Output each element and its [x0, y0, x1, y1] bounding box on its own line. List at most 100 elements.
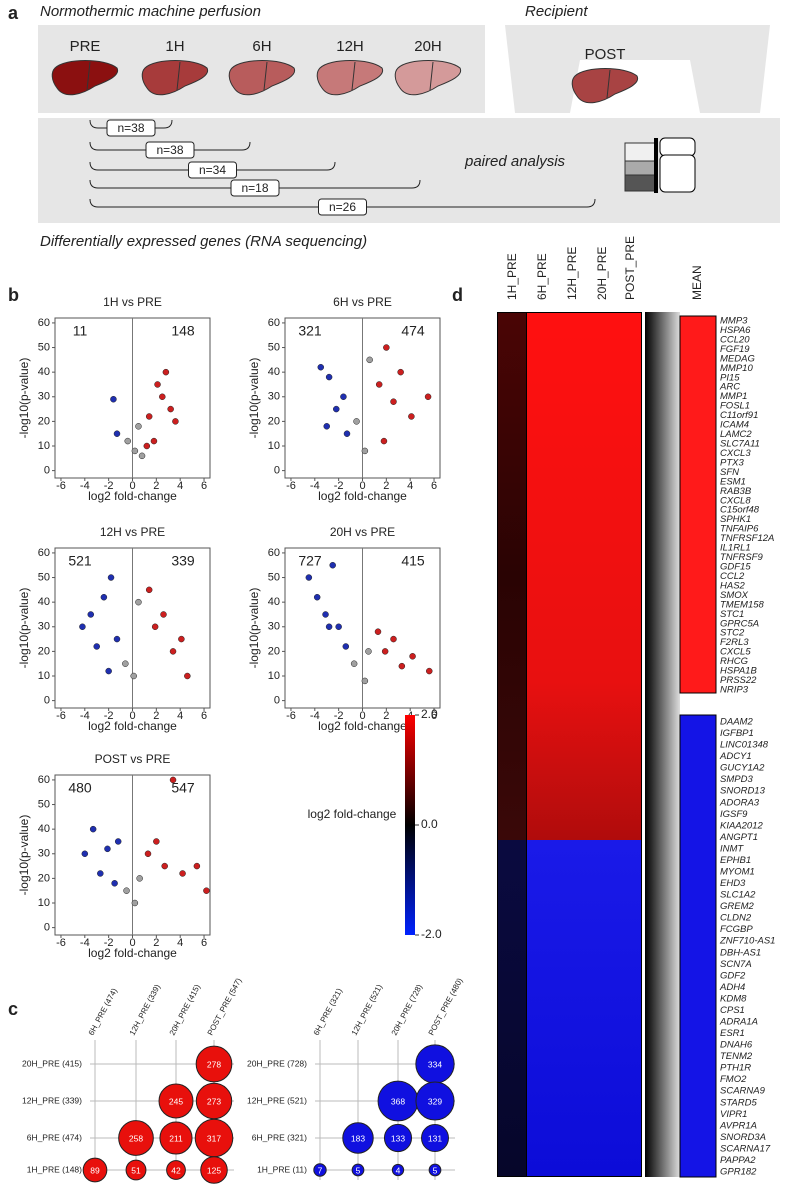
x-tick-label: 2: [383, 710, 389, 722]
bubble-label: 211: [169, 1133, 183, 1143]
point: [409, 653, 416, 660]
pair-box: [145, 141, 195, 159]
gene-label: INMT: [720, 843, 744, 854]
point: [145, 413, 153, 420]
bubble-label: 125: [207, 1165, 221, 1175]
plot-title: POST vs PRE: [95, 752, 171, 766]
stage-label: POST: [585, 46, 626, 63]
x-tick-label: -4: [310, 480, 320, 492]
down-count: 521: [68, 553, 92, 569]
bubble-label: 7: [318, 1165, 323, 1175]
point: [114, 838, 122, 845]
x-tick-label: -6: [286, 710, 296, 722]
gene-label: F2RL3: [720, 637, 749, 648]
y-tick-label: 40: [268, 366, 280, 378]
gene-label: GUCY1A2: [720, 763, 765, 774]
gene-label: ZNF710-AS1: [719, 936, 775, 947]
point: [105, 667, 112, 675]
y-tick-label: 60: [38, 774, 50, 786]
pair-label: n=18: [241, 181, 268, 195]
x-tick-label: 4: [407, 480, 413, 492]
up-count: 474: [401, 323, 425, 339]
row-label: 6H_PRE (321): [252, 1132, 307, 1142]
pair-label: n=34: [199, 163, 226, 177]
point: [107, 574, 115, 581]
y-axis-label: -log10(p-value): [17, 815, 31, 896]
gene-label: PAPPA2: [720, 1155, 756, 1166]
point: [89, 825, 97, 833]
plot-title: 20H vs PRE: [330, 525, 395, 539]
panel-label: c: [8, 999, 18, 1019]
point: [333, 405, 340, 413]
y-tick-label: 30: [268, 621, 280, 633]
point: [153, 838, 160, 845]
point: [154, 381, 161, 388]
gene-label: RHCG: [720, 656, 748, 667]
bubble: [313, 1163, 327, 1177]
point: [131, 899, 139, 907]
x-tick-label: 2: [383, 480, 389, 492]
gene-label: SNORD13: [720, 786, 766, 797]
gene-label: LINC01348: [720, 740, 769, 751]
footer: Differentially expressed genes (RNA sequ…: [40, 233, 367, 250]
point: [374, 628, 382, 635]
gene-label: RAB3B: [720, 486, 752, 497]
y-axis-label: -log10(p-value): [247, 588, 261, 669]
point: [178, 635, 185, 643]
gene-label: C15orf48: [720, 505, 760, 516]
y-tick-label: 50: [38, 571, 50, 583]
gene-label: CXCL8: [720, 495, 751, 506]
point: [124, 437, 131, 445]
x-tick-label: 2: [153, 937, 159, 949]
point: [340, 393, 347, 401]
point: [150, 437, 158, 445]
gene-label: SPHK1: [720, 514, 751, 525]
x-axis-label: log2 fold-change: [318, 489, 407, 503]
colorbar-label: log2 fold-change: [308, 807, 397, 821]
row-label: 20H_PRE (728): [247, 1058, 307, 1068]
bubble: [200, 1156, 228, 1184]
gene-label: GPRC5A: [720, 618, 759, 629]
plot-title: 1H vs PRE: [103, 295, 162, 309]
point: [79, 623, 86, 631]
x-tick-label: -2: [334, 710, 344, 722]
gene-label: TENM2: [720, 1051, 753, 1062]
point: [122, 660, 129, 667]
gene-label: ESM1: [720, 476, 746, 487]
bubble: [82, 1157, 108, 1183]
bubble: [342, 1122, 374, 1154]
heatmap-col-label: 12H_PRE: [565, 247, 579, 300]
point: [144, 850, 152, 858]
bubble-label: 133: [391, 1133, 405, 1143]
gene-label: MMP1: [720, 391, 747, 402]
y-tick-label: 50: [38, 341, 50, 353]
point: [179, 870, 186, 877]
gene-label: CCL20: [720, 334, 750, 345]
y-tick-label: 20: [38, 415, 50, 427]
point: [408, 413, 415, 420]
point: [390, 398, 397, 405]
colorbar-tick-label: 0.0: [421, 817, 438, 831]
x-tick-label: -6: [56, 480, 66, 492]
point: [113, 430, 121, 437]
gene-label: SLC1A2: [720, 890, 756, 901]
point: [143, 442, 151, 450]
x-tick-label: 2: [153, 480, 159, 492]
gene-label: IL1RL1: [720, 543, 751, 554]
panel-label: b: [8, 285, 19, 305]
gene-label: ADCY1: [719, 751, 752, 762]
gene-label: HSPA1B: [720, 666, 757, 677]
x-tick-label: -2: [334, 480, 344, 492]
gene-label: IGSF9: [720, 809, 748, 820]
gene-label: LAMC2: [720, 429, 752, 440]
col-label: 6H_PRE (321): [312, 986, 345, 1036]
bubble-label: 5: [433, 1165, 438, 1175]
stage-label: 20H: [414, 38, 442, 55]
liver: [571, 68, 639, 104]
stage-label: 1H: [165, 38, 184, 55]
point: [325, 623, 333, 631]
bubble-label: 131: [428, 1133, 442, 1143]
gene-label: C11orf91: [720, 410, 758, 421]
gene-label: TNFRSF9: [720, 552, 763, 563]
stage-label: 12H: [336, 38, 364, 55]
